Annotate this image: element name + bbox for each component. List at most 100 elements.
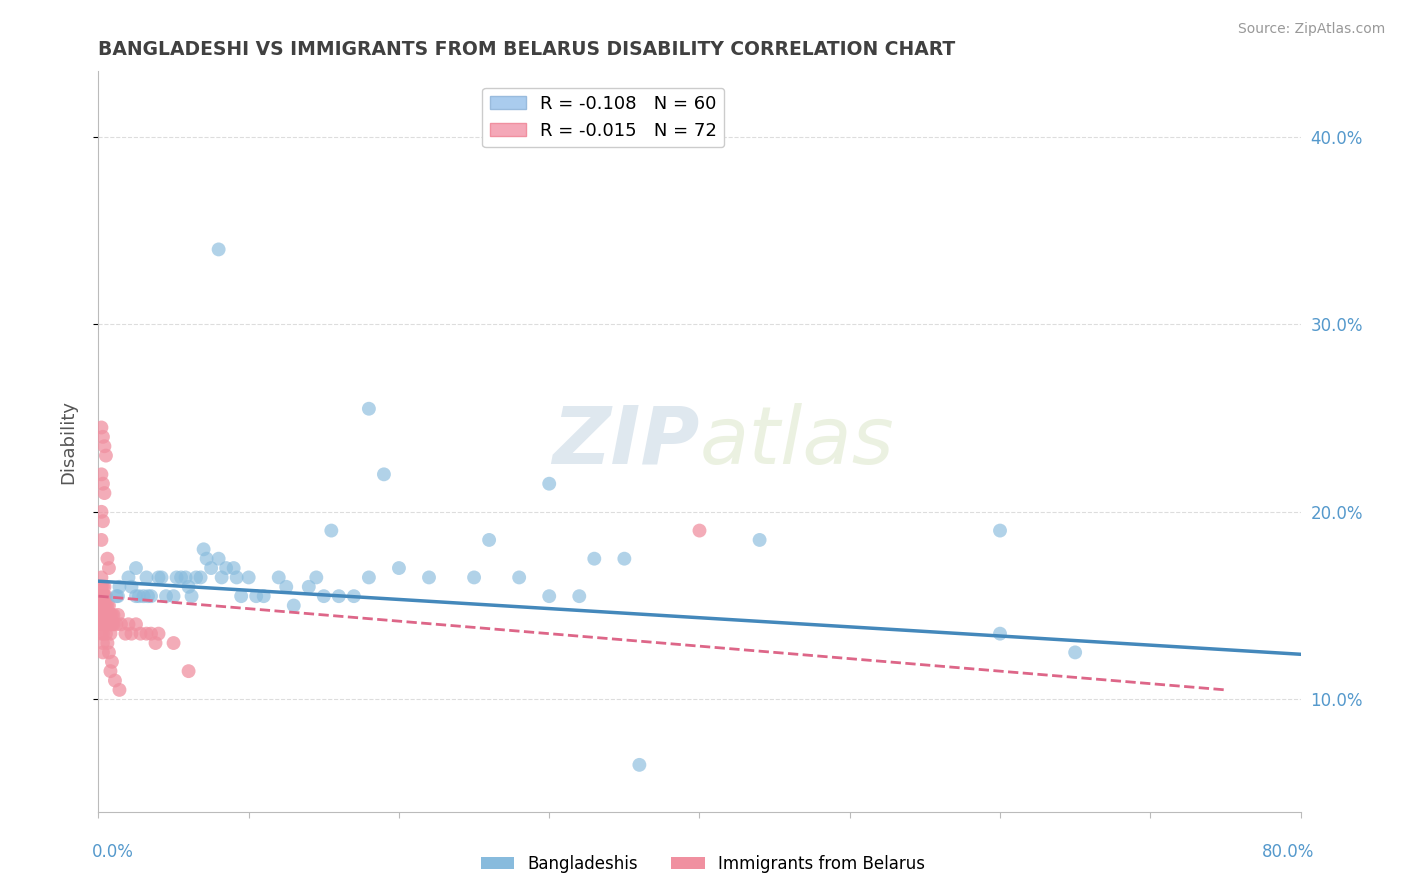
Point (628, 757, 651, 772)
Point (91, 514, 114, 528)
Point (222, 561, 245, 575)
Point (91, 645, 114, 659)
Point (125, 589, 148, 603)
Text: ZIP: ZIP (553, 402, 699, 481)
Point (110, 617, 132, 632)
Point (1064, 645, 1087, 659)
Point (148, 626, 170, 640)
Point (190, 570, 212, 584)
Text: Source: ZipAtlas.com: Source: ZipAtlas.com (1237, 22, 1385, 37)
Point (211, 570, 233, 584)
Point (93, 607, 115, 622)
Point (93, 617, 115, 632)
Point (373, 467, 395, 482)
Point (184, 570, 207, 584)
Point (94, 599, 117, 613)
Point (139, 626, 162, 640)
Point (90, 589, 112, 603)
Point (150, 570, 173, 584)
Point (91, 430, 114, 444)
Point (105, 617, 128, 632)
Point (135, 626, 157, 640)
Point (283, 599, 305, 613)
Point (94, 626, 117, 640)
Point (128, 589, 150, 603)
Point (321, 524, 343, 538)
Point (125, 617, 148, 632)
Point (215, 561, 238, 575)
Point (148, 570, 170, 584)
Point (103, 617, 125, 632)
Legend: R = -0.108   N = 60, R = -0.015   N = 72: R = -0.108 N = 60, R = -0.015 N = 72 (482, 87, 724, 147)
Point (108, 580, 131, 594)
Text: atlas: atlas (699, 402, 894, 481)
Point (357, 570, 380, 584)
Point (91, 589, 114, 603)
Point (177, 664, 200, 678)
Point (276, 580, 298, 594)
Point (93, 589, 115, 603)
Point (107, 607, 129, 622)
Point (298, 580, 321, 594)
Point (139, 589, 162, 603)
Point (225, 570, 247, 584)
Point (988, 524, 1011, 538)
Point (245, 589, 267, 603)
Point (162, 589, 184, 603)
Point (100, 617, 122, 632)
Point (96, 551, 118, 566)
Point (90, 420, 112, 434)
Point (388, 561, 411, 575)
Point (91, 580, 114, 594)
Point (91, 599, 114, 613)
Point (91, 626, 114, 640)
Point (114, 626, 136, 640)
Point (90, 617, 112, 632)
Point (91, 636, 114, 650)
Point (200, 561, 222, 575)
Point (135, 570, 157, 584)
Point (748, 533, 770, 547)
Point (129, 626, 152, 640)
Point (96, 617, 118, 632)
Point (104, 673, 127, 688)
Point (253, 589, 276, 603)
Point (90, 467, 112, 482)
Point (208, 243, 231, 257)
Text: 80.0%: 80.0% (1263, 843, 1315, 861)
Point (96, 636, 118, 650)
Point (90, 505, 112, 519)
Point (121, 626, 143, 640)
Point (90, 626, 112, 640)
Point (101, 655, 124, 669)
Point (105, 589, 128, 603)
Point (136, 589, 159, 603)
Point (96, 599, 118, 613)
Point (97, 617, 120, 632)
Point (100, 607, 122, 622)
Point (90, 570, 112, 584)
Point (238, 570, 260, 584)
Point (90, 607, 112, 622)
Point (125, 561, 148, 575)
Point (568, 589, 591, 603)
Point (91, 476, 114, 491)
Point (91, 617, 114, 632)
Point (90, 533, 112, 547)
Point (688, 524, 710, 538)
Point (121, 580, 143, 594)
Point (100, 664, 122, 678)
Point (97, 607, 120, 622)
Point (117, 570, 139, 584)
Point (107, 589, 129, 603)
Point (93, 486, 115, 500)
Point (101, 607, 124, 622)
Text: BANGLADESHI VS IMMIGRANTS FROM BELARUS DISABILITY CORRELATION CHART: BANGLADESHI VS IMMIGRANTS FROM BELARUS D… (98, 39, 956, 59)
Point (538, 589, 561, 603)
Point (343, 589, 366, 603)
Point (94, 617, 117, 632)
Point (100, 626, 122, 640)
Point (312, 589, 335, 603)
Point (170, 570, 193, 584)
Point (177, 580, 200, 594)
